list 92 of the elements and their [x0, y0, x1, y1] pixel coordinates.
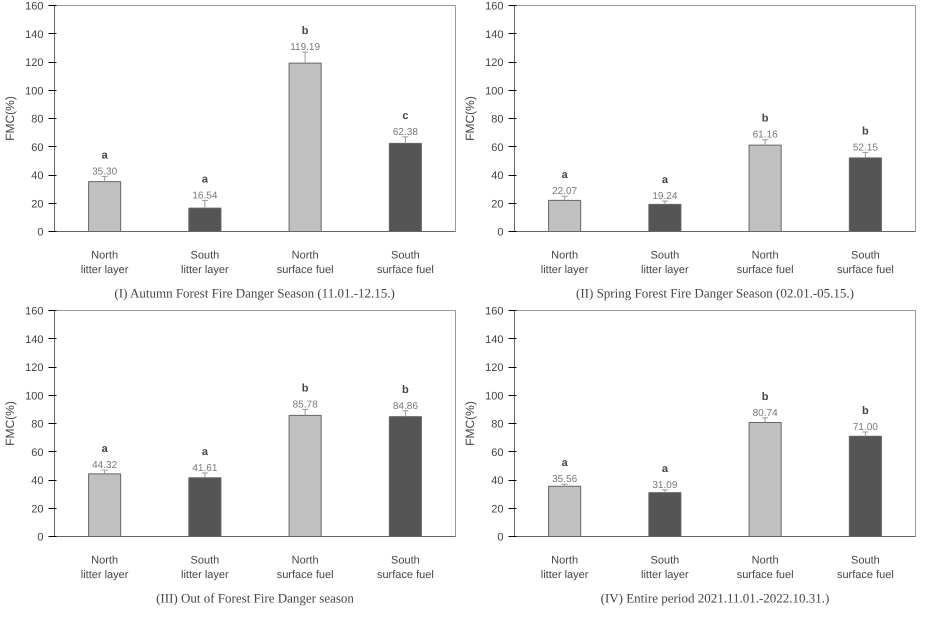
y-tick-label: 40: [491, 475, 504, 487]
text: (II) Spring Forest Fire Danger Season (02.01.-05.15.): [576, 286, 854, 300]
annotation: c: [402, 110, 408, 122]
y-tick-label: 140: [25, 334, 44, 346]
text: (IV) Entire period 2021.11.01.-2022.10.31.): [600, 590, 830, 606]
data-label: 31.09: [652, 480, 678, 491]
y-axis-title: FMC(%): [3, 401, 18, 446]
annotation: b: [762, 390, 769, 403]
annotation: b: [302, 25, 309, 38]
x-tick-label: North litter layer: [540, 250, 589, 276]
y-tick-label: 120: [25, 362, 44, 374]
x-tick-label: North surface fuel: [276, 554, 334, 581]
x-tick-label: North surface fuel: [736, 554, 794, 581]
data-label: 16.54: [192, 190, 218, 202]
x-tick-label: South litter layer: [181, 554, 230, 581]
y-tick-label: 60: [491, 446, 504, 459]
annotation: a: [562, 169, 569, 182]
data-label: 62.38: [392, 126, 418, 138]
y-tick-label: 20: [491, 198, 504, 210]
y-tick-label: 60: [31, 142, 44, 154]
y-tick-label: 0: [37, 532, 44, 544]
data-label: 22.07: [552, 186, 578, 198]
y-tick-label: 80: [31, 114, 44, 126]
y-tick-label: 0: [497, 532, 504, 544]
y-tick-label: 40: [31, 475, 44, 487]
y-tick-label: 60: [491, 142, 504, 154]
data-label: 44.32: [92, 460, 118, 472]
data-label: 35.56: [552, 474, 578, 486]
annotation: a: [662, 174, 669, 186]
x-tick-label: North litter layer: [80, 554, 129, 581]
y-tick-label: 80: [31, 418, 44, 430]
x-tick-label: South surface fuel: [836, 250, 894, 276]
data-label: 80.74: [752, 408, 778, 419]
text: (III) Out of Forest Fire Danger season: [156, 590, 354, 606]
x-tick-label: North surface fuel: [736, 250, 794, 276]
y-tick-label: 100: [485, 390, 504, 402]
x-tick-label: North litter layer: [540, 554, 589, 581]
y-tick-label: 80: [491, 114, 504, 126]
annotation: b: [862, 125, 870, 138]
annotation: b: [402, 384, 410, 396]
y-tick-label: 120: [25, 57, 44, 69]
annotation: a: [102, 443, 109, 456]
y-tick-label: 40: [491, 170, 504, 182]
data-label: 19.24: [652, 191, 678, 202]
data-label: 61.16: [752, 130, 778, 141]
text: (I) Autumn Forest Fire Danger Season (11.01.-12.15.): [114, 286, 395, 300]
data-label: 41.61: [192, 462, 218, 474]
y-tick-label: 100: [25, 85, 44, 98]
y-tick-label: 120: [485, 362, 504, 374]
annotation: b: [762, 112, 769, 125]
y-tick-label: 60: [31, 446, 44, 459]
x-tick-label: South litter layer: [641, 554, 690, 581]
annotation: a: [102, 149, 109, 162]
x-tick-label: North litter layer: [80, 250, 129, 276]
y-tick-label: 100: [485, 85, 504, 98]
x-tick-label: South litter layer: [641, 250, 690, 276]
y-tick-label: 160: [485, 0, 504, 12]
y-tick-label: 140: [25, 28, 44, 41]
y-tick-label: 160: [25, 306, 44, 318]
data-label: 85.78: [292, 399, 318, 410]
annotation: a: [202, 173, 209, 186]
annotation: b: [862, 404, 870, 417]
data-label: 71.00: [852, 422, 878, 433]
y-tick-label: 120: [485, 57, 504, 69]
y-tick-label: 140: [485, 28, 504, 41]
y-tick-label: 20: [31, 198, 44, 210]
data-label: 35.30: [92, 166, 118, 178]
x-tick-label: South surface fuel: [376, 554, 434, 581]
data-label: 119.19: [290, 42, 320, 54]
data-label: 84.86: [392, 400, 418, 412]
annotation: a: [202, 446, 209, 458]
x-tick-label: South surface fuel: [836, 554, 894, 581]
data-label: 52.15: [852, 142, 878, 154]
x-tick-label: South surface fuel: [376, 250, 434, 276]
y-axis-title: FMC(%): [463, 96, 478, 141]
annotation: a: [562, 457, 569, 470]
y-tick-label: 40: [31, 170, 44, 182]
annotation: b: [302, 382, 309, 394]
y-axis-title: FMC(%): [463, 401, 478, 446]
y-tick-label: 160: [485, 306, 504, 318]
y-tick-label: 100: [25, 390, 44, 402]
x-tick-label: South litter layer: [181, 250, 230, 276]
y-tick-label: 160: [25, 0, 44, 12]
annotation: a: [662, 462, 669, 475]
y-tick-label: 0: [37, 226, 44, 238]
y-axis-title: FMC(%): [3, 96, 18, 141]
y-tick-label: 140: [485, 334, 504, 346]
x-tick-label: North surface fuel: [276, 250, 334, 276]
y-tick-label: 80: [491, 418, 504, 430]
y-tick-label: 20: [31, 503, 44, 516]
y-tick-label: 0: [497, 226, 504, 238]
y-tick-label: 20: [491, 503, 504, 516]
